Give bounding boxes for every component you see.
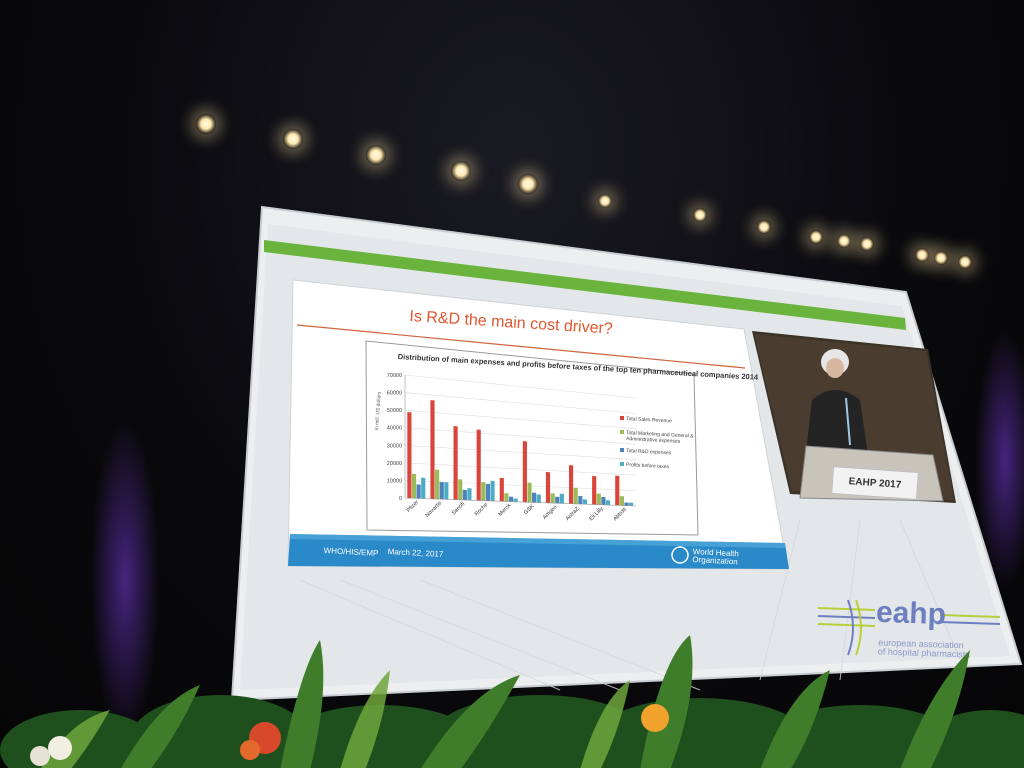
spotlight [598,194,612,208]
spotlight [518,174,538,194]
spotlight [934,251,948,265]
stage-glow-right [975,330,1024,590]
spotlight [837,234,851,248]
spotlight [283,129,303,149]
stage-glow-left [90,420,160,740]
spotlight [915,248,929,262]
spotlight [809,230,823,244]
spotlight [366,145,386,165]
spotlight [196,114,216,134]
spotlight [693,208,707,222]
spotlight [757,220,771,234]
spotlight [958,255,972,269]
spotlight [451,161,471,181]
spotlight [860,237,874,251]
stage-foliage [0,635,1024,768]
